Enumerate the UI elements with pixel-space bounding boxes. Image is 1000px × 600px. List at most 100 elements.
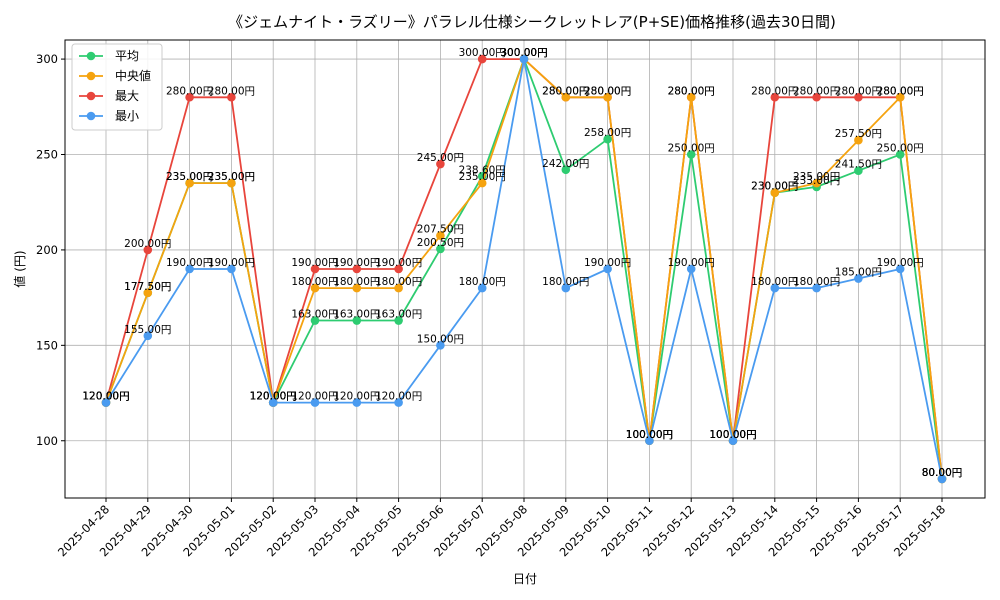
data-label: 180.00円 bbox=[793, 276, 840, 288]
data-point bbox=[770, 188, 780, 197]
data-point bbox=[352, 264, 362, 274]
data-label: 235.00円 bbox=[208, 171, 255, 183]
legend-label: 平均 bbox=[115, 49, 139, 63]
data-label: 120.00円 bbox=[333, 391, 380, 403]
data-label: 120.00円 bbox=[291, 391, 338, 403]
data-label: 120.00円 bbox=[82, 391, 129, 403]
data-label: 190.00円 bbox=[375, 257, 422, 269]
data-label: 180.00円 bbox=[375, 276, 422, 288]
data-point bbox=[812, 92, 821, 102]
data-label: 230.00円 bbox=[751, 181, 798, 193]
data-label: 80.00円 bbox=[922, 467, 963, 479]
data-point bbox=[728, 436, 738, 446]
y-tick-label: 200 bbox=[36, 243, 58, 257]
data-label: 300.00円 bbox=[500, 47, 547, 59]
data-label: 190.00円 bbox=[333, 257, 380, 269]
data-point bbox=[227, 264, 236, 274]
legend-marker bbox=[86, 111, 96, 121]
data-point bbox=[519, 54, 529, 64]
data-label: 300.00円 bbox=[459, 47, 506, 59]
data-label: 200.50円 bbox=[417, 237, 464, 249]
data-label: 235.00円 bbox=[208, 171, 255, 183]
data-label: 100.00円 bbox=[709, 429, 756, 441]
legend-label: 中央値 bbox=[115, 68, 151, 83]
data-point bbox=[394, 283, 403, 293]
data-label: 155.00円 bbox=[124, 324, 171, 336]
data-point bbox=[895, 150, 905, 159]
data-point bbox=[227, 178, 236, 188]
data-label: 242.00円 bbox=[542, 158, 589, 170]
legend-label: 最大 bbox=[115, 89, 139, 103]
data-point bbox=[686, 92, 696, 102]
data-label: 100.00円 bbox=[626, 429, 673, 441]
data-label: 280.00円 bbox=[542, 85, 589, 97]
data-point bbox=[185, 92, 194, 102]
data-point bbox=[394, 398, 403, 407]
data-point bbox=[645, 436, 654, 446]
data-point bbox=[436, 159, 445, 169]
data-label: 163.00円 bbox=[333, 309, 380, 321]
series-4 bbox=[101, 54, 947, 484]
data-point bbox=[770, 92, 780, 102]
data-label: 280.00円 bbox=[793, 85, 840, 97]
data-label: 233.00円 bbox=[793, 175, 840, 187]
data-point bbox=[770, 283, 780, 293]
data-label: 280.00円 bbox=[668, 85, 715, 97]
data-label: 120.00円 bbox=[82, 391, 129, 403]
y-tick-label: 300 bbox=[36, 52, 58, 66]
data-label: 163.00円 bbox=[375, 309, 422, 321]
data-label: 235.00円 bbox=[166, 171, 213, 183]
data-point bbox=[310, 316, 320, 325]
data-label: 235.00円 bbox=[459, 171, 506, 183]
data-label: 300.00円 bbox=[500, 47, 547, 59]
data-label: 250.00円 bbox=[877, 143, 924, 155]
data-point bbox=[185, 178, 194, 188]
legend-marker bbox=[86, 51, 96, 61]
data-point bbox=[185, 264, 194, 274]
data-point bbox=[812, 283, 821, 293]
data-label: 100.00円 bbox=[626, 429, 673, 441]
data-label: 180.00円 bbox=[751, 276, 798, 288]
data-label: 150.00円 bbox=[417, 333, 464, 345]
data-point bbox=[686, 150, 696, 159]
data-point bbox=[895, 92, 905, 102]
data-point bbox=[143, 288, 153, 298]
plot-frame bbox=[64, 39, 986, 499]
data-label: 100.00円 bbox=[709, 429, 756, 441]
series-2 bbox=[101, 54, 947, 484]
data-point bbox=[394, 264, 403, 274]
chart-title: 《ジェムナイト・ラズリー》パラレル仕様シークレットレア(P+SE)価格推移(過去… bbox=[228, 13, 836, 31]
data-label: 280.00円 bbox=[584, 85, 631, 97]
data-label: 190.00円 bbox=[584, 257, 631, 269]
data-label: 180.00円 bbox=[542, 276, 589, 288]
data-label: 177.50円 bbox=[124, 281, 171, 293]
data-point bbox=[477, 283, 487, 293]
data-label: 280.00円 bbox=[835, 85, 882, 97]
data-label: 190.00円 bbox=[166, 257, 213, 269]
data-label: 250.00円 bbox=[668, 143, 715, 155]
data-label: 280.00円 bbox=[877, 85, 924, 97]
data-point bbox=[561, 165, 571, 175]
data-label: 280.00円 bbox=[877, 85, 924, 97]
data-point bbox=[143, 331, 153, 341]
data-point bbox=[686, 264, 696, 274]
data-label: 177.50円 bbox=[124, 281, 171, 293]
data-label: 80.00円 bbox=[922, 467, 963, 479]
data-label: 120.00円 bbox=[82, 391, 129, 403]
data-label: 120.00円 bbox=[250, 391, 297, 403]
data-point bbox=[436, 231, 445, 240]
legend-box bbox=[71, 43, 163, 131]
y-tick-label: 150 bbox=[36, 338, 58, 352]
data-point bbox=[477, 54, 487, 64]
data-label: 257.50円 bbox=[835, 128, 882, 140]
data-point bbox=[603, 92, 612, 102]
data-labels: 120.00円177.50円235.00円235.00円120.00円163.0… bbox=[82, 47, 962, 479]
x-axis-label: 日付 bbox=[513, 572, 537, 586]
data-label: 80.00円 bbox=[922, 467, 963, 479]
data-label: 280.00円 bbox=[668, 85, 715, 97]
data-label: 300.00円 bbox=[500, 47, 547, 59]
data-label: 190.00円 bbox=[208, 257, 255, 269]
data-point bbox=[603, 264, 612, 274]
data-point bbox=[227, 92, 236, 102]
